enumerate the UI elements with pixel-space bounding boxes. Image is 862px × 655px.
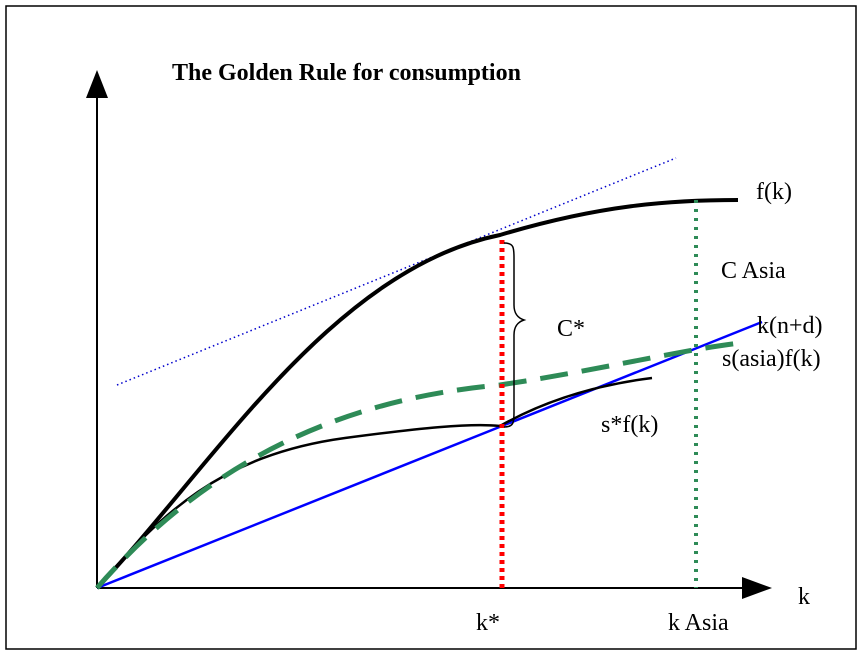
c-star-brace xyxy=(503,242,527,428)
golden-savings-curve xyxy=(96,376,653,589)
label-k-axis: k xyxy=(798,584,810,610)
label-c-asia: C Asia xyxy=(721,258,786,284)
label-k-star: k* xyxy=(476,610,500,636)
x-axis-arrowhead xyxy=(742,577,772,599)
label-s-asia-fk: s(asia)f(k) xyxy=(722,346,821,372)
production-curve xyxy=(95,198,739,590)
label-s-star-fk: s*f(k) xyxy=(601,412,658,438)
diagram-frame xyxy=(5,5,857,650)
diagram-title: The Golden Rule for consumption xyxy=(172,60,521,86)
label-k-asia: k Asia xyxy=(668,610,729,636)
label-c-star: C* xyxy=(557,316,585,342)
y-axis-arrowhead xyxy=(86,70,108,98)
tangent-line xyxy=(116,157,677,386)
label-fk: f(k) xyxy=(756,179,792,205)
label-knd: k(n+d) xyxy=(757,313,823,339)
depreciation-line xyxy=(96,320,763,590)
